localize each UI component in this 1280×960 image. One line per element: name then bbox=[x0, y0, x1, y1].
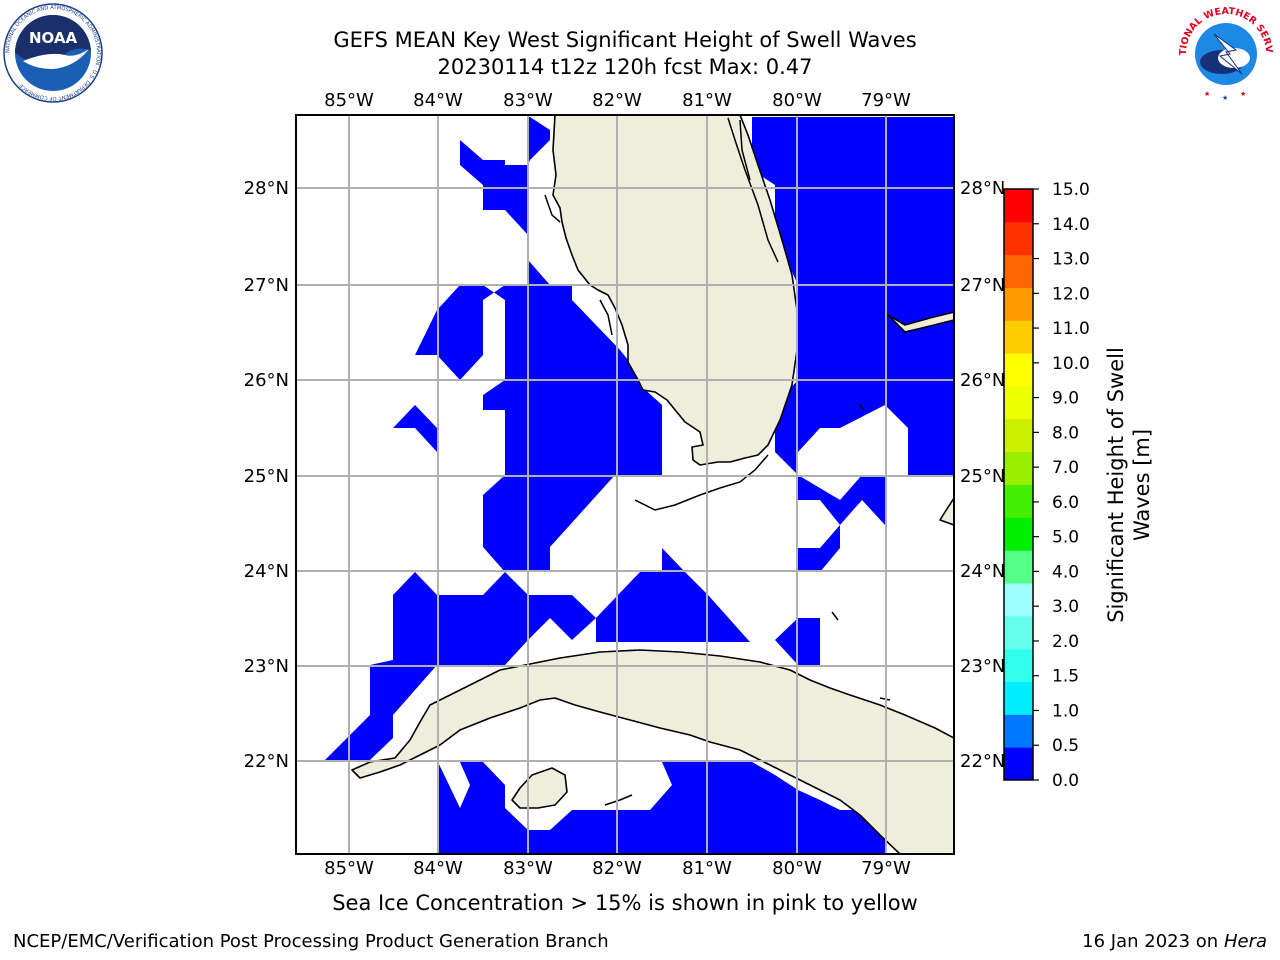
colorbar-swatch bbox=[1004, 484, 1033, 518]
footer-date-text: 16 Jan 2023 on bbox=[1082, 931, 1224, 952]
colorbar-tick-label: 11.0 bbox=[1052, 319, 1090, 339]
lat-label-left: 28°N bbox=[244, 178, 289, 199]
colorbar-swatch bbox=[1004, 189, 1033, 223]
colorbar-label-line1: Significant Height of Swell bbox=[1104, 347, 1128, 623]
colorbar-tick-label: 10.0 bbox=[1052, 354, 1090, 374]
footer-date: 16 Jan 2023 on Hera bbox=[1082, 931, 1267, 952]
lat-label-left: 27°N bbox=[244, 275, 289, 296]
colorbar-tick-label: 12.0 bbox=[1052, 284, 1090, 304]
lon-label-top: 83°W bbox=[503, 90, 553, 111]
lon-label-top: 85°W bbox=[324, 90, 374, 111]
svg-text:★: ★ bbox=[1222, 94, 1228, 102]
lon-label-top: 82°W bbox=[592, 90, 642, 111]
colorbar-swatch bbox=[1004, 320, 1033, 354]
footer-credit: NCEP/EMC/Verification Post Processing Pr… bbox=[13, 931, 609, 952]
colorbar-swatch bbox=[1004, 386, 1033, 420]
noaa-logo-text: NOAA bbox=[29, 29, 78, 47]
colorbar-tick-label: 2.0 bbox=[1052, 632, 1079, 652]
swell-region-gulf-west-island bbox=[393, 405, 437, 452]
colorbar-swatch bbox=[1004, 451, 1033, 485]
lon-labels: 85°W 84°W 83°W 82°W 81°W 80°W 79°W 85°W … bbox=[324, 90, 911, 879]
lat-label-left: 25°N bbox=[244, 466, 289, 487]
colorbar-swatch bbox=[1004, 418, 1033, 453]
gridlines bbox=[296, 115, 954, 854]
colorbar-swatch bbox=[1004, 221, 1033, 256]
colorbar-tick-label: 0.0 bbox=[1052, 771, 1079, 791]
sea-ice-caption: Sea Ice Concentration > 15% is shown in … bbox=[332, 891, 918, 915]
lat-label-right: 22°N bbox=[960, 751, 1005, 772]
colorbar-tick-label: 9.0 bbox=[1052, 389, 1079, 409]
colorbar-tick-label: 3.0 bbox=[1052, 597, 1079, 617]
footer-host: Hera bbox=[1223, 931, 1267, 952]
colorbar-tick-label: 8.0 bbox=[1052, 423, 1079, 443]
lon-label-top: 81°W bbox=[682, 90, 732, 111]
lon-label-bottom: 81°W bbox=[682, 858, 732, 879]
colorbar-tick-label: 1.0 bbox=[1052, 701, 1079, 721]
chart-title: GEFS MEAN Key West Significant Height of… bbox=[333, 28, 917, 52]
lat-label-left: 24°N bbox=[244, 561, 289, 582]
swell-region-bahamas-south bbox=[798, 525, 840, 572]
lon-label-bottom: 79°W bbox=[861, 858, 911, 879]
lon-label-bottom: 85°W bbox=[324, 858, 374, 879]
colorbar-swatch bbox=[1004, 517, 1033, 551]
swell-region-florida-strait-mid bbox=[596, 525, 750, 642]
noaa-logo: NATIONAL OCEANIC AND ATMOSPHERIC ADMINIS… bbox=[3, 3, 103, 103]
lon-label-bottom: 83°W bbox=[503, 858, 553, 879]
colorbar-swatch bbox=[1004, 287, 1033, 321]
colorbar-swatch bbox=[1004, 714, 1033, 748]
colorbar-swatch bbox=[1004, 615, 1033, 650]
colorbar-swatch bbox=[1004, 550, 1033, 584]
colorbar-swatch bbox=[1004, 648, 1033, 682]
lat-label-right: 28°N bbox=[960, 178, 1005, 199]
chart-subtitle: 20230114 t12z 120h fcst Max: 0.47 bbox=[437, 55, 813, 79]
colorbar-tick-label: 7.0 bbox=[1052, 458, 1079, 478]
colorbar-tick-label: 0.5 bbox=[1052, 736, 1079, 756]
lat-labels: 28°N 27°N 26°N 25°N 24°N 23°N 22°N 28°N … bbox=[244, 178, 1006, 772]
svg-text:★: ★ bbox=[1240, 90, 1246, 98]
colorbar-label: Significant Height of Swell Waves [m] bbox=[1104, 347, 1154, 623]
land-cuba bbox=[351, 649, 954, 854]
lat-label-right: 23°N bbox=[960, 656, 1005, 677]
lat-label-left: 23°N bbox=[244, 656, 289, 677]
swell-region-bahamas bbox=[798, 475, 885, 525]
lat-label-left: 26°N bbox=[244, 370, 289, 391]
lat-label-right: 24°N bbox=[960, 561, 1005, 582]
lat-label-left: 22°N bbox=[244, 751, 289, 772]
nws-logo: NATIONAL WEATHER SERVICE ★ ★ ★ bbox=[1176, 4, 1275, 103]
lat-label-right: 27°N bbox=[960, 275, 1005, 296]
colorbar-label-line2: Waves [m] bbox=[1130, 429, 1154, 541]
colorbar-tick-label: 15.0 bbox=[1052, 180, 1090, 200]
lon-label-bottom: 84°W bbox=[413, 858, 463, 879]
swell-region-atlantic bbox=[752, 117, 954, 475]
land-masses bbox=[351, 115, 954, 854]
colorbar-tick-label: 14.0 bbox=[1052, 215, 1090, 235]
lon-label-top: 80°W bbox=[772, 90, 822, 111]
lon-label-bottom: 80°W bbox=[772, 858, 822, 879]
colorbar-tick-label: 1.5 bbox=[1052, 667, 1079, 687]
lon-label-bottom: 82°W bbox=[592, 858, 642, 879]
lon-label-top: 79°W bbox=[861, 90, 911, 111]
map-frame bbox=[295, 114, 955, 855]
land-bahamas-andros bbox=[939, 497, 954, 526]
lon-label-top: 84°W bbox=[413, 90, 463, 111]
colorbar-tick-label: 6.0 bbox=[1052, 493, 1079, 513]
colorbar-swatch bbox=[1004, 681, 1033, 715]
colorbar-tick-label: 4.0 bbox=[1052, 562, 1079, 582]
colorbar-swatch bbox=[1004, 747, 1033, 781]
land-grand-bahama bbox=[887, 311, 954, 333]
swell-regions bbox=[325, 117, 954, 854]
swell-region-gulf-north bbox=[415, 117, 662, 572]
svg-text:★: ★ bbox=[1204, 90, 1210, 98]
colorbar-swatch bbox=[1004, 254, 1033, 288]
colorbar-tick-label: 5.0 bbox=[1052, 528, 1079, 548]
colorbar-swatch bbox=[1004, 353, 1033, 387]
lat-label-right: 26°N bbox=[960, 370, 1005, 391]
colorbar: 0.0 0.5 1.0 1.5 2.0 3.0 4.0 5.0 6.0 7.0 8.0 9.0 10.0… bbox=[1003, 180, 1090, 791]
colorbar-swatch bbox=[1004, 583, 1033, 617]
swell-region-caribbean bbox=[437, 760, 885, 854]
lat-label-right: 25°N bbox=[960, 466, 1005, 487]
colorbar-frame bbox=[1003, 188, 1034, 781]
colorbar-tick-label: 13.0 bbox=[1052, 250, 1090, 270]
